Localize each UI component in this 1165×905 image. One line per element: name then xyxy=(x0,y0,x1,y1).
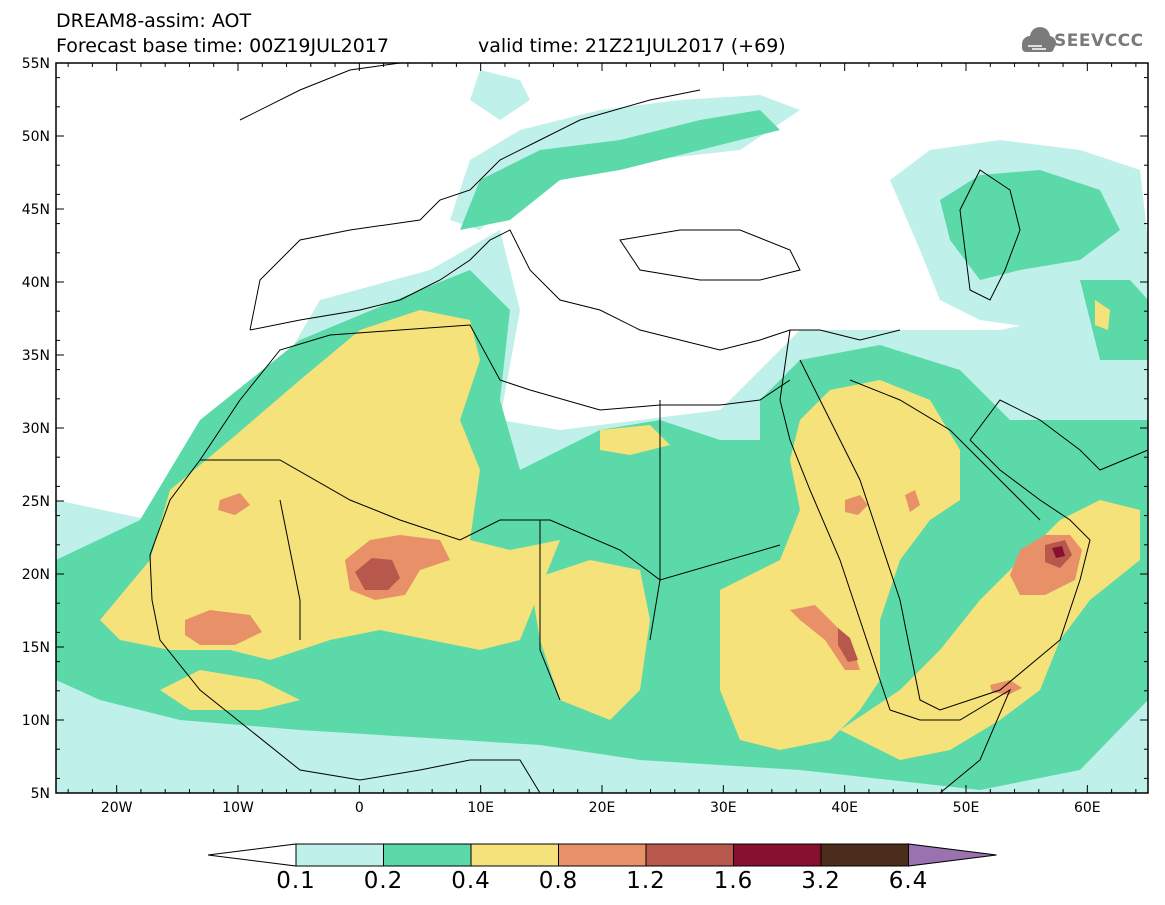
axis-tick-labels: 20W 10W 0 10E 20E 30E 40E 50E 60E 5N 10N 15N 20N 25N 3… xyxy=(22,56,1101,816)
lat-tick-label: 10N xyxy=(22,713,50,729)
forecast-base-time: Forecast base time: 00Z19JUL2017 xyxy=(56,35,389,57)
colorbar-level-label: 6.4 xyxy=(888,868,929,894)
lon-tick-label: 10W xyxy=(222,800,254,816)
colorbar-box xyxy=(470,843,559,867)
map-title: DREAM8-assim: AOT xyxy=(56,10,252,32)
logo-text: SEEVCCC xyxy=(1054,31,1144,51)
valid-time: valid time: 21Z21JUL2017 (+69) xyxy=(478,35,786,57)
lon-tick-label: 30E xyxy=(710,800,737,816)
colorbar-box xyxy=(645,843,734,867)
axis-ticks xyxy=(56,62,1148,794)
lat-tick-label: 25N xyxy=(22,494,50,510)
coastlines xyxy=(149,63,1148,793)
colorbar-level-label: 3.2 xyxy=(801,868,841,894)
colorbar-box xyxy=(558,843,647,867)
colorbar-box xyxy=(383,843,472,867)
colorbar-overflow xyxy=(908,843,997,867)
lat-tick-label: 15N xyxy=(22,640,50,656)
colorbar-box xyxy=(733,843,822,867)
lat-tick-label: 40N xyxy=(22,275,50,291)
colorbar-level-label: 0.4 xyxy=(451,868,491,894)
colorbar-level-label: 0.2 xyxy=(363,868,404,894)
aot-field xyxy=(56,63,1148,793)
colorbar-level-label: 0.1 xyxy=(276,868,316,894)
colorbar-level-label: 1.6 xyxy=(713,868,754,894)
lat-tick-label: 50N xyxy=(22,129,50,145)
lon-tick-label: 20W xyxy=(101,800,133,816)
lat-tick-label: 35N xyxy=(22,348,50,364)
lon-tick-label: 20E xyxy=(589,800,616,816)
lat-tick-label: 5N xyxy=(31,786,50,802)
cloud-icon xyxy=(1022,27,1056,52)
colorbar-underflow xyxy=(207,843,297,867)
lon-tick-label: 50E xyxy=(953,800,980,816)
colorbar-level-label: 1.2 xyxy=(626,868,666,894)
lon-tick-label: 0 xyxy=(355,800,364,816)
lon-tick-label: 60E xyxy=(1074,800,1101,816)
lon-tick-label: 10E xyxy=(467,800,494,816)
lat-tick-label: 45N xyxy=(22,202,50,218)
aot-level-1.6 xyxy=(1052,546,1065,558)
colorbar-level-label: 0.8 xyxy=(538,868,579,894)
lat-tick-label: 20N xyxy=(22,567,50,583)
colorbar-box xyxy=(820,843,909,867)
lon-tick-label: 40E xyxy=(831,800,858,816)
colorbar-box xyxy=(295,843,384,867)
lat-tick-label: 30N xyxy=(22,421,50,437)
colorbar xyxy=(207,843,997,867)
lat-tick-label: 55N xyxy=(22,56,50,72)
